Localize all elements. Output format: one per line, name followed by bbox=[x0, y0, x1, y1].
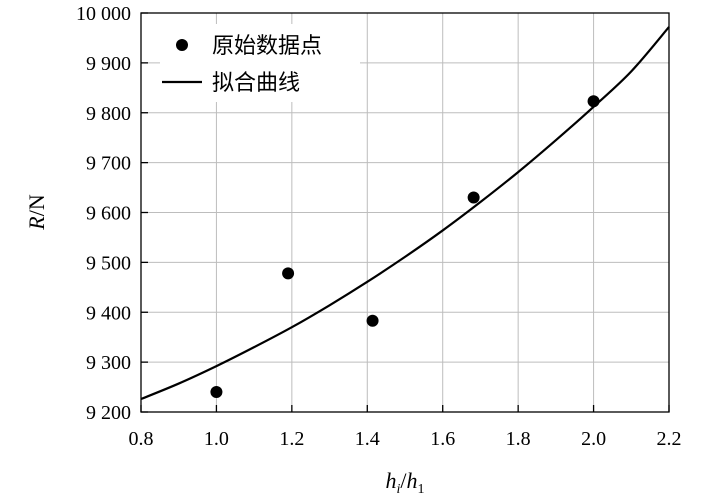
x-tick-label: 1.0 bbox=[204, 428, 229, 450]
series-points bbox=[210, 95, 600, 399]
x-tick-label: 1.6 bbox=[430, 428, 455, 450]
data-point bbox=[210, 386, 223, 399]
y-tick-label: 9 300 bbox=[86, 352, 131, 374]
y-tick-label: 9 500 bbox=[86, 252, 131, 274]
x-axis-title: hi/h1 bbox=[385, 468, 424, 497]
data-point bbox=[587, 95, 600, 108]
legend: 原始数据点 拟合曲线 bbox=[160, 24, 360, 102]
x-tick-label: 1.2 bbox=[279, 428, 304, 450]
y-tick-label: 9 700 bbox=[86, 153, 131, 175]
x-tick-label: 2.2 bbox=[657, 428, 682, 450]
y-tick-label: 9 200 bbox=[86, 402, 131, 424]
x-tick-label: 1.8 bbox=[506, 428, 531, 450]
tick-labels: 0.8 1.0 1.2 1.4 1.6 1.8 2.0 2.2 9 200 9 300 9 400 9… bbox=[76, 3, 682, 450]
y-tick-label: 9 400 bbox=[86, 302, 131, 324]
y-tick-label: 10 000 bbox=[76, 3, 131, 25]
y-tick-label: 9 900 bbox=[86, 53, 131, 75]
legend-box bbox=[160, 24, 360, 102]
y-tick-label: 9 800 bbox=[86, 103, 131, 125]
axis-ticks bbox=[140, 12, 670, 413]
y-axis-title: R/N bbox=[24, 194, 49, 231]
x-tick-label: 2.0 bbox=[581, 428, 606, 450]
legend-marker-points bbox=[176, 39, 188, 51]
legend-label-points: 原始数据点 bbox=[212, 34, 322, 59]
x-tick-label: 0.8 bbox=[129, 428, 154, 450]
grid-lines bbox=[141, 13, 669, 412]
data-point bbox=[467, 191, 480, 204]
data-point bbox=[282, 267, 295, 280]
series-line-fit-curve bbox=[140, 26, 670, 401]
y-tick-label: 9 600 bbox=[86, 203, 131, 225]
legend-label-line: 拟合曲线 bbox=[212, 71, 300, 96]
x-tick-label: 1.4 bbox=[355, 428, 380, 450]
data-point bbox=[366, 314, 379, 327]
